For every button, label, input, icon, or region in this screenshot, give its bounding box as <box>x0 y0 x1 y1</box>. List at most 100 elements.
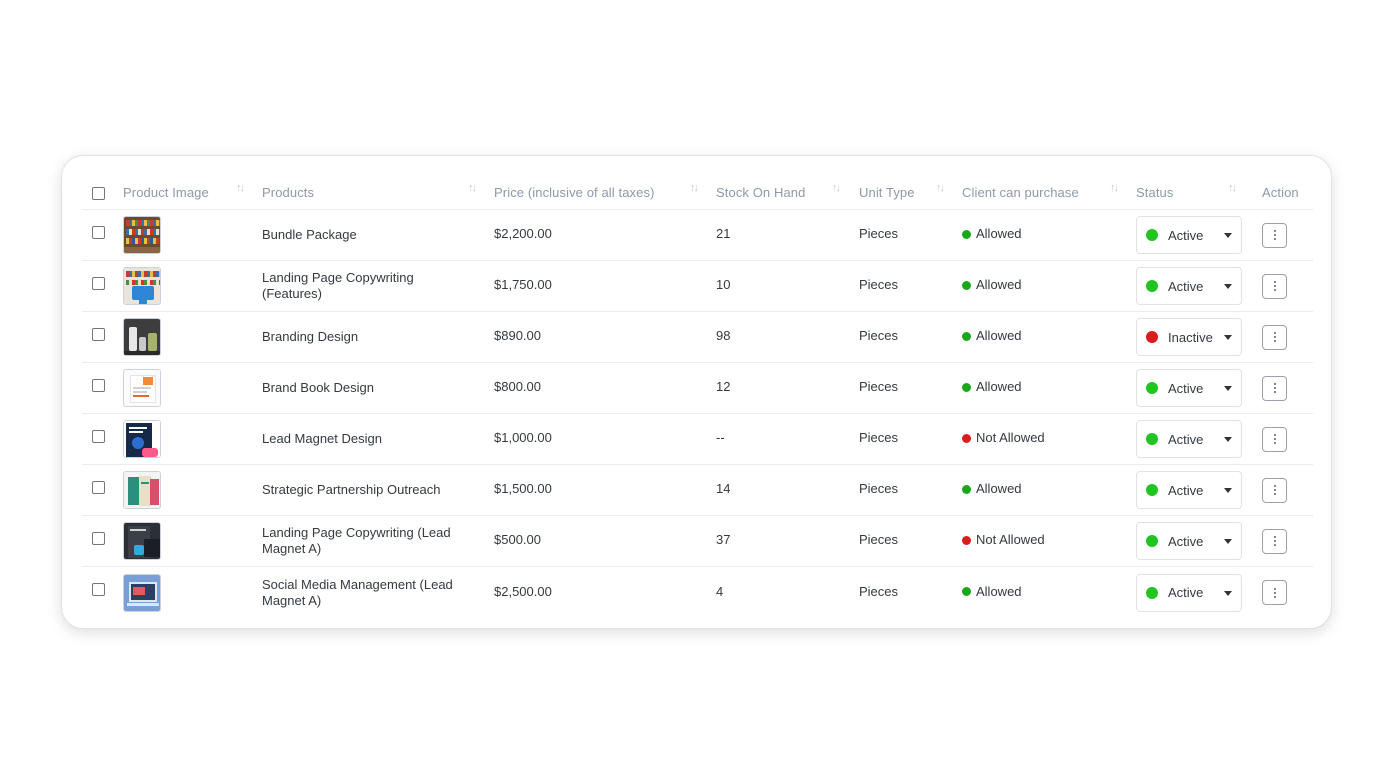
product-name[interactable]: Bundle Package <box>262 227 357 242</box>
bookshelf-thumb[interactable] <box>123 216 161 254</box>
price-cell: $2,500.00 <box>494 567 702 618</box>
dot-icon <box>1273 544 1276 546</box>
more-options-button[interactable] <box>1262 273 1287 299</box>
table-row: Strategic Partnership Outreach $1,500.00 1… <box>82 465 1313 516</box>
status-dropdown[interactable]: Inactive <box>1136 318 1242 356</box>
status-cell: Active <box>1136 465 1242 515</box>
status-dropdown[interactable]: Active <box>1136 267 1242 305</box>
unit-cell: Pieces <box>859 465 949 515</box>
book-stack-thumb[interactable] <box>123 471 161 509</box>
product-image-cell <box>123 312 250 362</box>
sort-icon[interactable]: ↑↓ <box>468 182 477 194</box>
caret-down-icon <box>1224 590 1232 596</box>
table-row: Social Media Management (Lead Magnet A) $… <box>82 567 1313 618</box>
client-purchase-cell: Allowed <box>962 210 1122 260</box>
status-value: Active <box>1168 380 1204 396</box>
more-options-button[interactable] <box>1262 375 1287 401</box>
client-purchase-cell: Allowed <box>962 312 1122 362</box>
table-row: Bundle Package $2,200.00 21 Pieces Allowed Ac… <box>82 210 1313 261</box>
sort-icon[interactable]: ↑↓ <box>690 182 699 194</box>
product-name[interactable]: Brand Book Design <box>262 380 375 395</box>
caret-down-icon <box>1224 284 1232 289</box>
price-cell: $800.00 <box>494 363 702 413</box>
sort-icon[interactable]: ↑↓ <box>1228 182 1237 194</box>
row-checkbox[interactable] <box>92 378 105 392</box>
product-name[interactable]: Strategic Partnership Outreach <box>262 482 441 497</box>
price-value: $890.00 <box>494 328 541 343</box>
sort-icon[interactable]: ↑↓ <box>832 182 841 194</box>
row-checkbox[interactable] <box>92 583 105 596</box>
status-cell: Active <box>1136 516 1242 566</box>
status-cell: Active <box>1136 414 1242 464</box>
status-cell: Active <box>1136 261 1242 311</box>
dot-icon <box>1273 595 1276 598</box>
row-checkbox[interactable] <box>92 480 105 494</box>
product-name[interactable]: Social Media Management (Lead Magnet A) <box>262 576 453 608</box>
product-name[interactable]: Lead Magnet Design <box>262 431 382 446</box>
products-table: Product Image ↑↓ Products ↑↓ Price (incl… <box>82 176 1313 618</box>
sort-icon[interactable]: ↑↓ <box>236 182 245 194</box>
ebook-cover-thumb[interactable] <box>123 420 161 458</box>
more-options-button[interactable] <box>1262 324 1287 350</box>
status-dropdown[interactable]: Active <box>1136 369 1242 407</box>
status-cell: Active <box>1136 567 1242 618</box>
product-name-cell: Bundle Package <box>262 210 474 260</box>
price-cell: $1,500.00 <box>494 465 702 515</box>
more-options-button[interactable] <box>1262 528 1287 554</box>
client-purchase-cell: Allowed <box>962 465 1122 515</box>
header-stock[interactable]: Stock On Hand ↑↓ <box>716 176 846 209</box>
status-dropdown[interactable]: Active <box>1136 216 1242 254</box>
row-checkbox[interactable] <box>92 327 105 341</box>
status-dropdown[interactable]: Active <box>1136 522 1242 560</box>
unit-value: Pieces <box>859 277 899 292</box>
sort-icon[interactable]: ↑↓ <box>1110 182 1119 194</box>
stock-value: 21 <box>716 226 731 241</box>
table-row: Branding Design $890.00 98 Pieces Allowed Ina… <box>82 312 1313 363</box>
laptop-thumb[interactable] <box>123 573 161 612</box>
stock-cell: 12 <box>716 363 846 413</box>
header-label: Action <box>1262 185 1299 200</box>
stock-value: 4 <box>716 583 724 599</box>
more-options-button[interactable] <box>1262 580 1287 605</box>
status-value: Active <box>1168 533 1204 549</box>
header-client-can-purchase[interactable]: Client can purchase ↑↓ <box>962 176 1122 209</box>
more-options-button[interactable] <box>1262 477 1287 503</box>
row-checkbox[interactable] <box>92 276 105 290</box>
row-checkbox[interactable] <box>92 225 105 239</box>
header-unit-type[interactable]: Unit Type ↑↓ <box>859 176 949 209</box>
product-name-cell: Brand Book Design <box>262 363 474 413</box>
purchase-status-label: Not Allowed <box>976 430 1045 445</box>
product-name[interactable]: Branding Design <box>262 329 359 344</box>
bottles-thumb[interactable] <box>123 318 161 356</box>
header-label: Client can purchase <box>962 185 1079 200</box>
product-name[interactable]: Landing Page Copywriting (Features) <box>262 270 414 301</box>
bookshelf-sign-thumb[interactable] <box>123 267 161 305</box>
action-cell <box>1262 210 1314 260</box>
status-dropdown[interactable]: Active <box>1136 573 1242 612</box>
product-name[interactable]: Landing Page Copywriting (Lead Magnet A) <box>262 525 451 556</box>
client-purchase-cell: Not Allowed <box>962 414 1122 464</box>
status-dropdown[interactable]: Active <box>1136 420 1242 458</box>
stock-cell: 37 <box>716 516 846 566</box>
sort-icon[interactable]: ↑↓ <box>936 182 945 194</box>
unit-value: Pieces <box>859 532 899 547</box>
more-options-button[interactable] <box>1262 426 1287 452</box>
product-image-cell <box>123 363 250 413</box>
header-status[interactable]: Status ↑↓ <box>1136 176 1242 209</box>
dark-ebook-thumb[interactable] <box>123 522 161 560</box>
select-all-checkbox[interactable] <box>92 187 105 200</box>
status-value: Active <box>1168 278 1204 294</box>
document-thumb[interactable] <box>123 369 161 407</box>
header-checkbox-cell <box>92 176 108 209</box>
product-image-cell <box>123 414 250 464</box>
more-options-button[interactable] <box>1262 222 1287 248</box>
header-price[interactable]: Price (inclusive of all taxes) ↑↓ <box>494 176 702 209</box>
header-products[interactable]: Products ↑↓ <box>262 176 477 209</box>
header-product-image[interactable]: Product Image ↑↓ <box>123 176 250 209</box>
header-label: Status <box>1136 185 1174 200</box>
price-cell: $1,000.00 <box>494 414 702 464</box>
row-checkbox-cell <box>92 312 108 362</box>
row-checkbox[interactable] <box>92 429 105 443</box>
row-checkbox[interactable] <box>92 531 105 545</box>
status-dropdown[interactable]: Active <box>1136 471 1242 509</box>
